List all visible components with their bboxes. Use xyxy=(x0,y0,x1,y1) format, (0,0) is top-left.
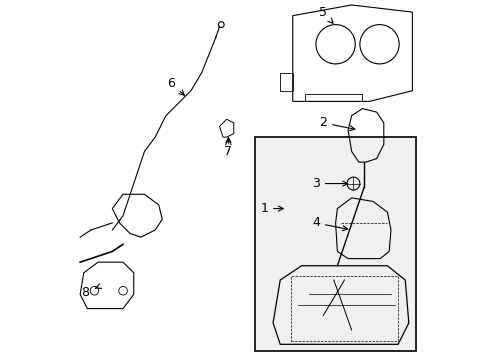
Text: 8: 8 xyxy=(81,284,102,299)
Text: 7: 7 xyxy=(224,138,232,158)
Text: 1: 1 xyxy=(260,202,283,215)
Bar xyxy=(290,276,397,341)
Text: 4: 4 xyxy=(311,216,347,231)
Text: 2: 2 xyxy=(319,116,354,131)
Bar xyxy=(255,137,415,351)
Text: 5: 5 xyxy=(319,6,332,23)
Text: 6: 6 xyxy=(167,77,184,95)
Text: 3: 3 xyxy=(311,177,347,190)
